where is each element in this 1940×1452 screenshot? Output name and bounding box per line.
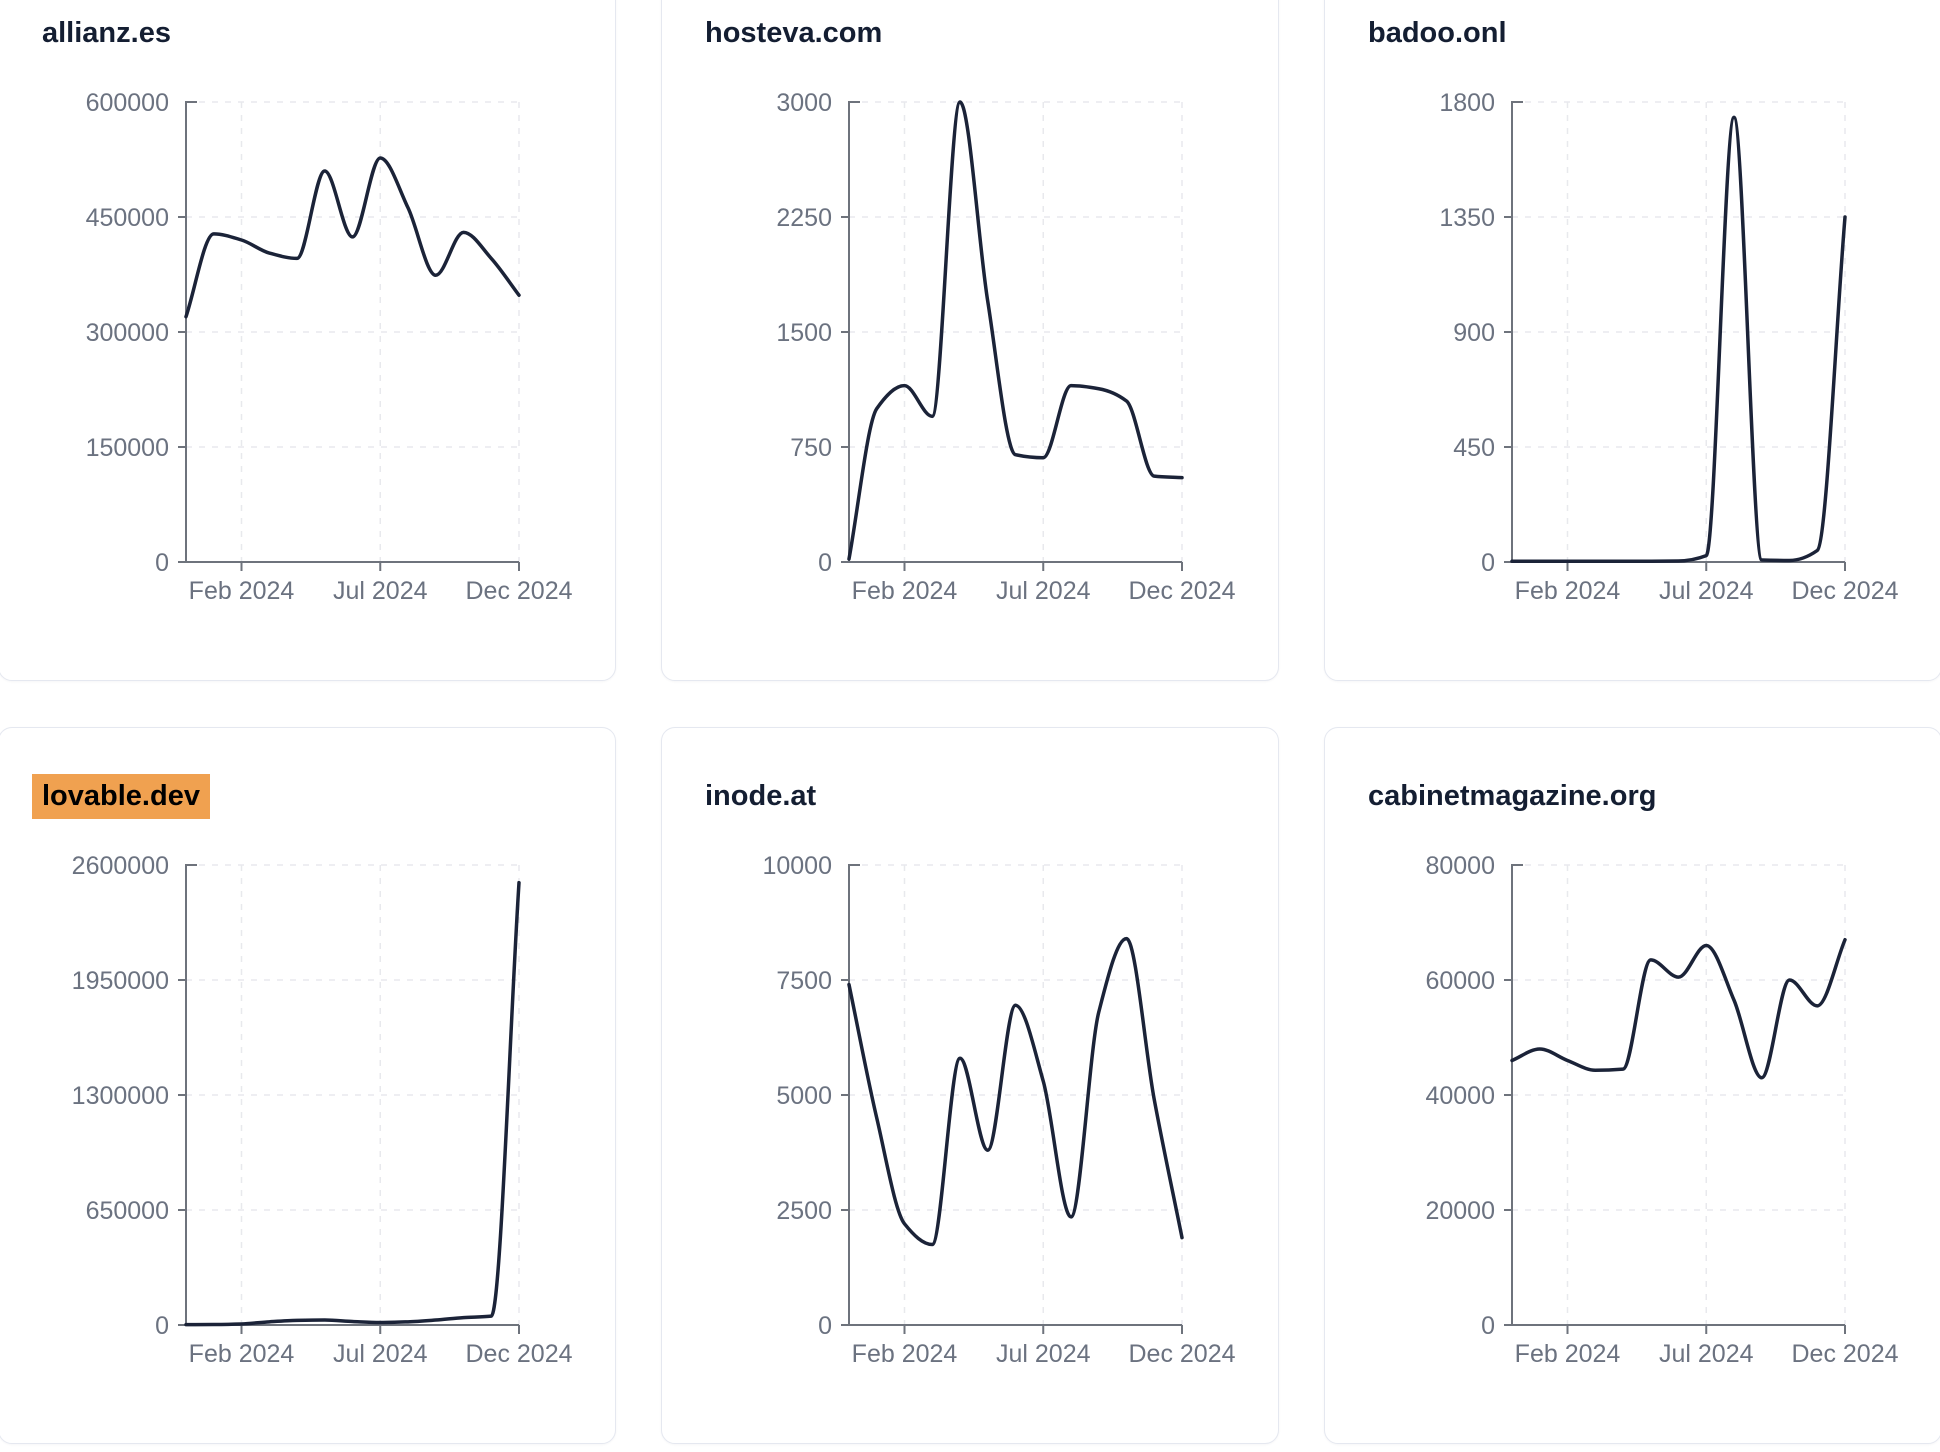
y-tick-label: 7500 [776, 967, 832, 995]
series-line [1510, 938, 1847, 1080]
x-tick-label: Dec 2024 [1128, 577, 1235, 605]
y-tick-label: 600000 [86, 89, 169, 117]
y-tick-label: 0 [1481, 1312, 1495, 1340]
x-tick-label: Feb 2024 [852, 1340, 958, 1368]
domain-title-highlighted: lovable.dev [32, 774, 210, 819]
domain-title: allianz.es [42, 17, 171, 49]
chart-card-cabinetmagazine-org[interactable]: cabinetmagazine.org 0 20000 40000 60000 8000… [1324, 727, 1940, 1444]
chart-card-inode-at[interactable]: inode.at 0 2500 5000 7500 10000 Feb 2024 Jul 2… [661, 727, 1279, 1444]
x-tick-label: Feb 2024 [1515, 1340, 1621, 1368]
y-tick-label: 750 [790, 434, 832, 462]
y-tick-label: 2500 [776, 1197, 832, 1225]
y-tick-label: 1300000 [72, 1082, 169, 1110]
y-tick-label: 20000 [1425, 1197, 1495, 1225]
traffic-line-chart: 0 750 1500 2250 3000 Feb 2024 Jul 2024 Dec 2024 [776, 89, 1235, 605]
chart-card-badoo-onl[interactable]: badoo.onl 0 450 900 1350 1800 Feb 2024 Jul 202… [1324, 0, 1940, 681]
x-tick-label: Dec 2024 [1791, 577, 1898, 605]
y-tick-label: 2600000 [72, 852, 169, 880]
y-tick-label: 450000 [86, 204, 169, 232]
domain-title: cabinetmagazine.org [1368, 780, 1657, 812]
y-tick-label: 150000 [86, 434, 169, 462]
y-tick-label: 650000 [86, 1197, 169, 1225]
x-tick-label: Jul 2024 [333, 577, 428, 605]
y-tick-label: 900 [1453, 319, 1495, 347]
x-tick-label: Dec 2024 [465, 577, 572, 605]
x-tick-label: Feb 2024 [189, 1340, 295, 1368]
traffic-line-chart: 0 2500 5000 7500 10000 Feb 2024 Jul 2024 Dec 20… [762, 852, 1235, 1368]
traffic-line-chart: 0 150000 300000 450000 600000 Feb 2024 Jul 202… [86, 89, 573, 605]
chart-card-allianz-es[interactable]: allianz.es 0 150000 300000 450000 600000 Feb … [0, 0, 616, 681]
x-tick-label: Dec 2024 [465, 1340, 572, 1368]
y-tick-label: 0 [1481, 549, 1495, 577]
x-tick-label: Jul 2024 [1659, 1340, 1754, 1368]
x-tick-label: Jul 2024 [996, 1340, 1091, 1368]
series-line [847, 100, 1184, 561]
y-tick-label: 3000 [776, 89, 832, 117]
series-line [184, 156, 521, 319]
x-tick-label: Jul 2024 [996, 577, 1091, 605]
y-tick-label: 60000 [1425, 967, 1495, 995]
x-tick-label: Jul 2024 [333, 1340, 428, 1368]
series-line [1510, 115, 1847, 563]
x-tick-label: Jul 2024 [1659, 577, 1754, 605]
traffic-line-chart: 0 20000 40000 60000 80000 Feb 2024 Jul 2024 Dec… [1425, 852, 1898, 1368]
domain-title: badoo.onl [1368, 17, 1507, 49]
x-tick-label: Feb 2024 [1515, 577, 1621, 605]
y-tick-label: 10000 [762, 852, 832, 880]
y-tick-label: 1350 [1439, 204, 1495, 232]
y-tick-label: 300000 [86, 319, 169, 347]
x-tick-label: Dec 2024 [1128, 1340, 1235, 1368]
domain-title: hosteva.com [705, 17, 883, 49]
domain-title: inode.at [705, 780, 817, 812]
y-tick-label: 1500 [776, 319, 832, 347]
series-line [184, 880, 521, 1327]
y-tick-label: 0 [155, 1312, 169, 1340]
y-tick-label: 0 [155, 549, 169, 577]
chart-card-hosteva-com[interactable]: hosteva.com 0 750 1500 2250 3000 Feb 2024 Jul … [661, 0, 1279, 681]
y-tick-label: 0 [818, 1312, 832, 1340]
x-tick-label: Dec 2024 [1791, 1340, 1898, 1368]
y-tick-label: 1950000 [72, 967, 169, 995]
y-tick-label: 5000 [776, 1082, 832, 1110]
chart-card-lovable-dev[interactable]: lovable.dev 0 650000 1300000 1950000 2600000… [0, 727, 616, 1444]
traffic-line-chart: 0 650000 1300000 1950000 2600000 Feb 2024 Jul … [72, 852, 573, 1368]
y-tick-label: 0 [818, 549, 832, 577]
y-tick-label: 2250 [776, 204, 832, 232]
x-tick-label: Feb 2024 [189, 577, 295, 605]
x-tick-label: Feb 2024 [852, 577, 958, 605]
y-tick-label: 1800 [1439, 89, 1495, 117]
y-tick-label: 80000 [1425, 852, 1495, 880]
series-line [847, 936, 1184, 1247]
y-tick-label: 450 [1453, 434, 1495, 462]
y-tick-label: 40000 [1425, 1082, 1495, 1110]
traffic-line-chart: 0 450 900 1350 1800 Feb 2024 Jul 2024 Dec 2024 [1439, 89, 1898, 605]
